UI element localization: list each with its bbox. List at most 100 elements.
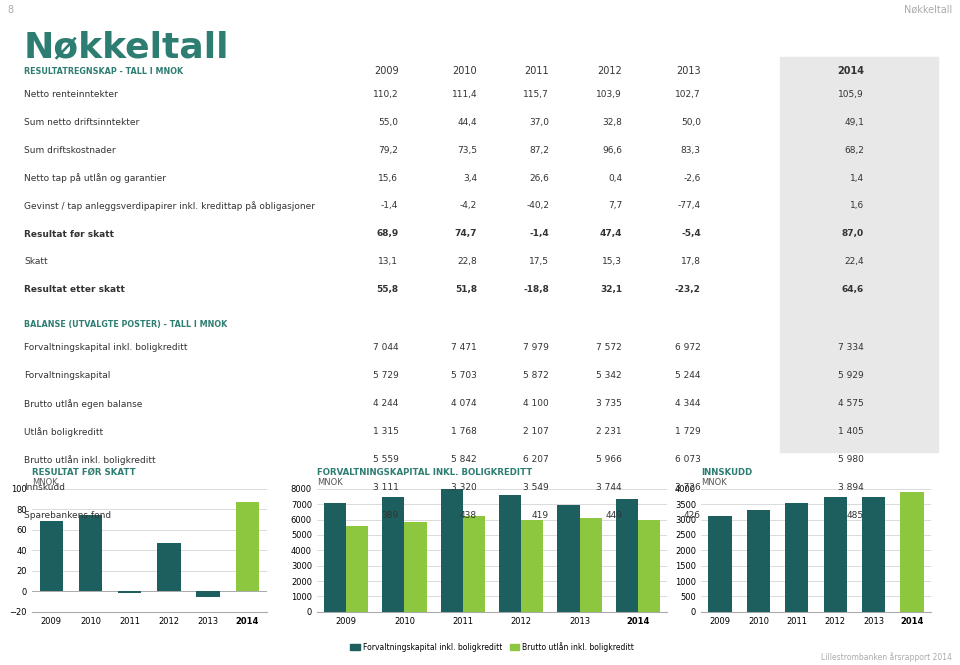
Text: 51,8: 51,8	[455, 285, 477, 295]
Text: 1 729: 1 729	[675, 427, 701, 436]
Text: Resultat før skatt: Resultat før skatt	[24, 229, 114, 239]
Text: 73,5: 73,5	[457, 146, 477, 155]
Text: 7 471: 7 471	[451, 343, 477, 352]
Bar	[235, 502, 259, 591]
Text: Sparebankens fond: Sparebankens fond	[24, 511, 111, 520]
Bar	[441, 489, 463, 612]
Text: Brutto utlån egen balanse: Brutto utlån egen balanse	[24, 399, 142, 409]
Text: 6 207: 6 207	[523, 455, 549, 464]
Bar	[615, 499, 638, 612]
Text: Brutto utlån inkl. boligkreditt: Brutto utlån inkl. boligkreditt	[24, 455, 156, 465]
Text: 87,2: 87,2	[529, 146, 549, 155]
Text: -2,6: -2,6	[684, 174, 701, 183]
Bar	[157, 543, 180, 591]
Text: 6 073: 6 073	[675, 455, 701, 464]
Text: 115,7: 115,7	[523, 90, 549, 99]
Text: 3 320: 3 320	[451, 483, 477, 492]
Text: 5 929: 5 929	[838, 371, 864, 380]
Text: -5,4: -5,4	[681, 229, 701, 239]
Text: 3 726: 3 726	[675, 483, 701, 492]
Text: 3 735: 3 735	[596, 399, 622, 408]
Text: 17,5: 17,5	[529, 257, 549, 267]
Text: FORVALTNINGSKAPITAL INKL. BOLIGKREDITT: FORVALTNINGSKAPITAL INKL. BOLIGKREDITT	[317, 467, 532, 477]
Text: 64,6: 64,6	[842, 285, 864, 295]
Text: 2012: 2012	[597, 66, 622, 76]
Text: 74,7: 74,7	[455, 229, 477, 239]
Text: -77,4: -77,4	[678, 201, 701, 211]
Text: 79,2: 79,2	[378, 146, 398, 155]
Text: RESULTAT FØR SKATT: RESULTAT FØR SKATT	[32, 467, 135, 477]
Text: 3 894: 3 894	[838, 483, 864, 492]
Text: 68,2: 68,2	[844, 146, 864, 155]
Text: Resultat etter skatt: Resultat etter skatt	[24, 285, 125, 295]
Text: 6 972: 6 972	[675, 343, 701, 352]
Text: 1 315: 1 315	[372, 427, 398, 436]
Text: 5 980: 5 980	[838, 455, 864, 464]
Bar	[346, 526, 369, 612]
Text: 87,0: 87,0	[842, 229, 864, 239]
Text: 5 966: 5 966	[596, 455, 622, 464]
Text: 426: 426	[684, 511, 701, 520]
Text: 55,8: 55,8	[376, 285, 398, 295]
Bar	[463, 516, 485, 612]
Bar	[404, 522, 426, 612]
Bar	[862, 497, 885, 612]
Bar	[499, 495, 521, 612]
Text: 17,8: 17,8	[681, 257, 701, 267]
Text: 1,6: 1,6	[850, 201, 864, 211]
Bar	[747, 509, 770, 612]
Text: 32,1: 32,1	[600, 285, 622, 295]
Text: 13,1: 13,1	[378, 257, 398, 267]
Bar	[79, 515, 102, 591]
Text: 50,0: 50,0	[681, 118, 701, 127]
Text: 3 111: 3 111	[372, 483, 398, 492]
Text: 2010: 2010	[452, 66, 477, 76]
Text: 83,3: 83,3	[681, 146, 701, 155]
Text: 389: 389	[381, 511, 398, 520]
Text: 7,7: 7,7	[608, 201, 622, 211]
Text: -23,2: -23,2	[675, 285, 701, 295]
Text: 485: 485	[847, 511, 864, 520]
Text: 419: 419	[532, 511, 549, 520]
Text: 22,8: 22,8	[457, 257, 477, 267]
Text: 47,4: 47,4	[600, 229, 622, 239]
Legend: Forvaltningskapital inkl. boligkreditt, Brutto utlån inkl. boligkreditt: Forvaltningskapital inkl. boligkreditt, …	[348, 639, 636, 655]
Text: Netto renteinntekter: Netto renteinntekter	[24, 90, 118, 99]
Text: 4 575: 4 575	[838, 399, 864, 408]
Text: 5 342: 5 342	[596, 371, 622, 380]
Text: Utlån boligkreditt: Utlån boligkreditt	[24, 427, 103, 437]
Bar	[382, 497, 404, 612]
Bar	[324, 503, 346, 612]
Text: 111,4: 111,4	[451, 90, 477, 99]
Text: BALANSE (UTVALGTE POSTER) - TALL I MNOK: BALANSE (UTVALGTE POSTER) - TALL I MNOK	[24, 320, 228, 329]
Text: 7 572: 7 572	[596, 343, 622, 352]
Bar	[580, 519, 602, 612]
Text: 2 107: 2 107	[523, 427, 549, 436]
Text: 3,4: 3,4	[463, 174, 477, 183]
Bar	[900, 492, 924, 612]
Text: Sum netto driftsinntekter: Sum netto driftsinntekter	[24, 118, 139, 127]
Text: 22,4: 22,4	[845, 257, 864, 267]
Text: 102,7: 102,7	[675, 90, 701, 99]
Text: -40,2: -40,2	[526, 201, 549, 211]
Text: 96,6: 96,6	[602, 146, 622, 155]
Text: 2013: 2013	[676, 66, 701, 76]
Text: 2014: 2014	[837, 66, 864, 76]
Text: 110,2: 110,2	[372, 90, 398, 99]
Text: 4 074: 4 074	[451, 399, 477, 408]
Text: -4,2: -4,2	[460, 201, 477, 211]
Text: Gevinst / tap anleggsverdipapirer inkl. kredittap på obligasjoner: Gevinst / tap anleggsverdipapirer inkl. …	[24, 201, 315, 211]
Text: 4 100: 4 100	[523, 399, 549, 408]
Text: INNSKUDD: INNSKUDD	[701, 467, 752, 477]
Text: 49,1: 49,1	[844, 118, 864, 127]
Text: 105,9: 105,9	[838, 90, 864, 99]
Text: 8: 8	[8, 5, 13, 15]
Bar	[638, 520, 660, 612]
Bar	[824, 497, 847, 612]
Text: 26,6: 26,6	[529, 174, 549, 183]
Text: 1 405: 1 405	[838, 427, 864, 436]
Text: Sum driftskostnader: Sum driftskostnader	[24, 146, 115, 155]
Text: 1 768: 1 768	[451, 427, 477, 436]
Text: 15,6: 15,6	[378, 174, 398, 183]
Text: 32,8: 32,8	[602, 118, 622, 127]
